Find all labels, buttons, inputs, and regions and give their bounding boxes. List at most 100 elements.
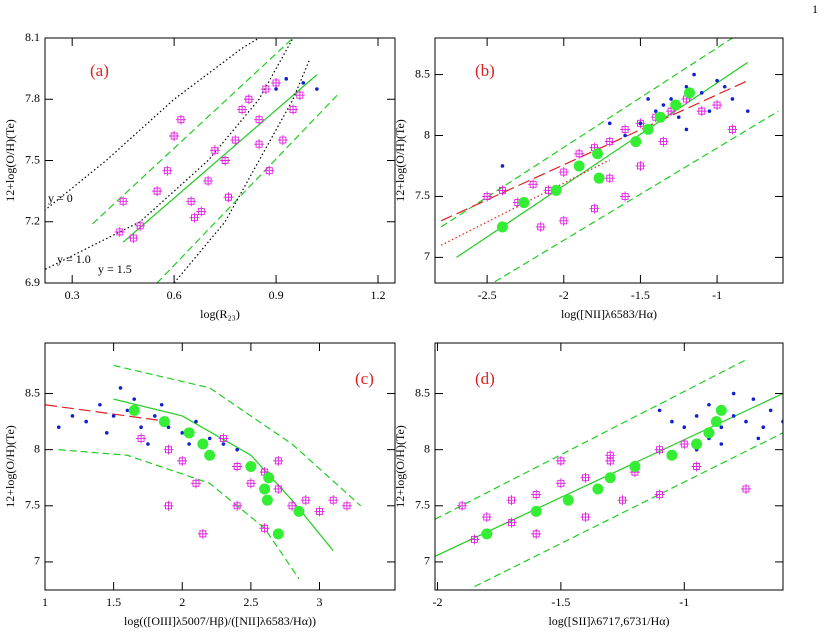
point [263,472,275,484]
point [558,215,569,226]
point [223,192,234,203]
point [654,444,665,455]
annotation: y = 1.5 [98,262,132,276]
x-tick-label: -2 [559,288,569,302]
point [272,528,284,540]
point [745,109,750,113]
x-tick-label: 3 [317,595,323,609]
point [670,419,674,424]
point [139,425,143,430]
point [288,104,299,115]
point [573,160,585,172]
point [683,87,695,99]
point [654,489,665,500]
point [221,442,226,446]
point [457,500,468,511]
point [528,179,539,190]
point [136,433,147,444]
point [629,461,641,472]
plot-area [435,359,783,588]
x-tick-label: 0.9 [269,288,284,302]
y-tick-label: 7.5 [415,188,430,202]
point [691,461,702,472]
point [84,419,88,424]
point [118,196,129,207]
point [744,419,748,424]
point [166,425,171,430]
y-axis-label: 12+log(O/H)(Te) [3,119,17,202]
fit-line [113,398,334,552]
point [328,495,339,506]
y-tick-label: 7 [34,554,40,568]
y-tick-label: 8.5 [415,66,430,80]
point [691,438,703,450]
point [264,165,275,176]
point [592,483,604,495]
point [194,419,198,424]
point [669,97,673,101]
point [209,145,220,156]
annotation: y = 1.0 [57,252,91,266]
point [620,191,631,202]
point [496,221,508,233]
point [162,165,173,176]
y-tick-label: 7.8 [25,91,40,105]
point [243,94,254,105]
point [589,203,600,214]
point [284,77,289,81]
panel: 1 1.5 2 2.5 3 7 7.5 8 8.5 (c) log(([OIII]λ5007/Hβ)… [3,342,396,628]
y-tick-label: 7.2 [25,214,40,228]
point [497,185,508,196]
point [314,506,325,517]
point [518,197,530,209]
point [204,449,216,461]
point [768,408,773,413]
fit-line [440,80,748,222]
point [653,109,658,113]
point [232,500,243,511]
point [679,439,690,450]
axes-frame [44,37,396,284]
y-tick-label: 8.1 [25,30,40,44]
point [146,442,150,446]
plot-area [45,364,362,580]
point [531,489,542,500]
point [727,124,738,135]
point [218,433,229,444]
x-tick-label: -2 [432,595,442,609]
point [259,523,270,534]
y-tick-label: 7.5 [415,498,430,512]
fit-line [45,404,169,423]
point [230,135,241,146]
point [676,115,681,120]
x-tick-label: 2 [179,595,185,609]
point [158,416,170,428]
panel-label: (b) [475,61,495,80]
x-tick-label: 1.5 [106,595,121,609]
point [159,402,164,407]
x-tick-label: 1 [42,595,48,609]
x-axis-label: log(([OIII]λ5007/Hβ)/([NII]λ6583/Hα)) [124,614,316,628]
page-number: 1 [812,2,818,16]
point [500,164,505,168]
point [642,123,654,135]
panel-label: (c) [355,369,374,388]
point [646,97,650,101]
y-axis-label: 12+log(O/H)(Te) [393,119,407,202]
fit-line [474,432,783,588]
point [341,500,352,511]
point [593,172,605,184]
plot-area [440,38,779,283]
point [506,495,517,506]
x-tick-label: 0.3 [65,288,80,302]
point [175,114,186,125]
point [163,444,174,455]
point [196,206,207,217]
point [684,127,689,132]
y-tick-label: 7 [424,554,430,568]
x-tick-label: -1 [712,288,722,302]
point [580,512,591,523]
point [684,84,689,89]
x-tick-label: -2.5 [478,288,497,302]
point [190,478,201,489]
